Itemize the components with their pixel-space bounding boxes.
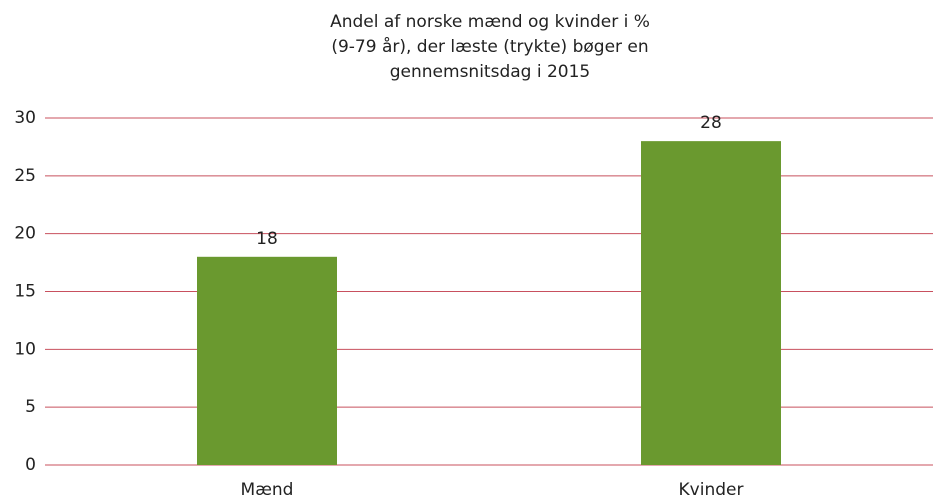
chart-title: Andel af norske mænd og kvinder i % [330,12,650,32]
y-tick-label: 25 [14,166,36,186]
y-tick-label: 20 [14,224,36,244]
data-label: 18 [256,229,278,249]
x-tick-label: Kvinder [679,480,744,497]
y-tick-label: 5 [25,397,36,417]
data-label: 28 [700,113,722,133]
y-tick-label: 10 [14,339,36,359]
x-tick-label: Mænd [241,480,294,497]
y-tick-label: 30 [14,108,36,128]
y-tick-label: 15 [14,282,36,302]
chart-title: (9-79 år), der læste (trykte) bøger en [331,36,648,57]
bar [197,256,337,465]
chart-title: gennemsnitsdag i 2015 [390,62,591,82]
y-tick-label: 0 [25,455,36,475]
bar [641,141,781,465]
